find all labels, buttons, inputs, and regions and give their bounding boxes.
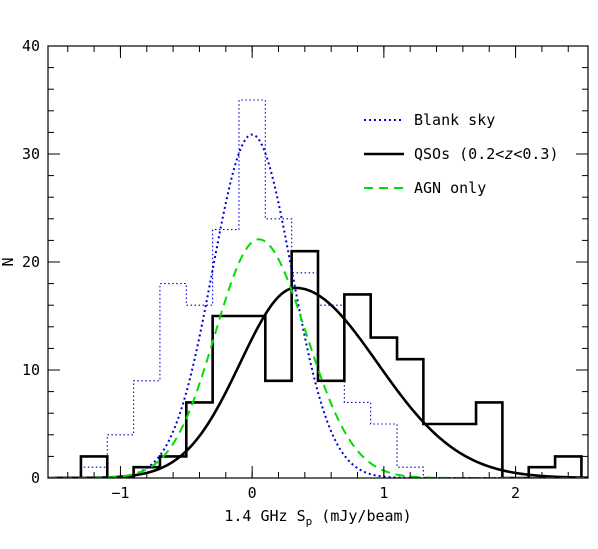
plot-area bbox=[48, 99, 588, 478]
y-tick-label: 0 bbox=[31, 469, 40, 487]
y-axis-label: N bbox=[0, 257, 17, 266]
histogram-qsos-0-2-z-0-3 bbox=[54, 249, 583, 478]
curve-qsos-0-2-z-0-3 bbox=[48, 286, 588, 478]
legend-label-agn-only: AGN only bbox=[414, 179, 486, 197]
curve-agn-only bbox=[48, 238, 588, 478]
y-tick-label: 20 bbox=[22, 253, 40, 271]
y-tick-label: 30 bbox=[22, 145, 40, 163]
x-tick-label: 0 bbox=[248, 484, 257, 502]
x-tick-label: 2 bbox=[511, 484, 520, 502]
legend-label-qsos-0-2: QSOs (0.2<z<0.3) bbox=[414, 145, 559, 163]
legend: Blank sky QSOs (0.2<z<0.3) AGN only bbox=[364, 111, 559, 197]
x-tick-label: −1 bbox=[111, 484, 129, 502]
x-tick-label: 1 bbox=[379, 484, 388, 502]
histogram-blank-sky bbox=[54, 99, 450, 478]
x-axis-label: 1.4 GHz Sp (mJy/beam) bbox=[224, 507, 411, 528]
y-tick-label: 40 bbox=[22, 37, 40, 55]
legend-label-blank-sky: Blank sky bbox=[414, 111, 495, 129]
y-tick-label: 10 bbox=[22, 361, 40, 379]
